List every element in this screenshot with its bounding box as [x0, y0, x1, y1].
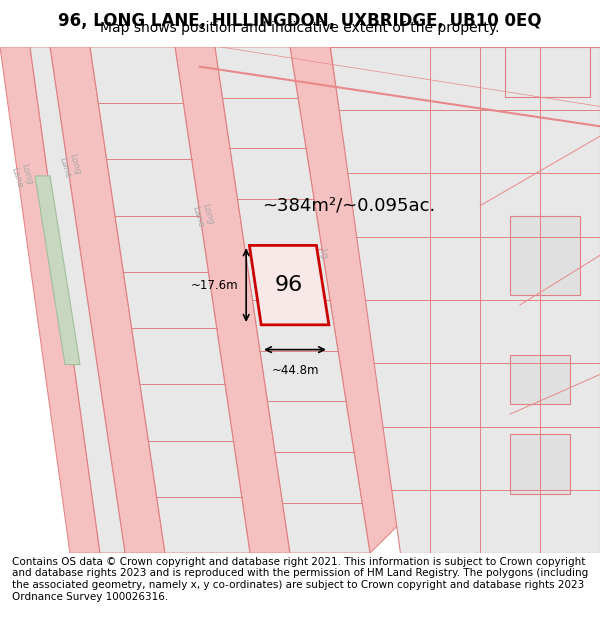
Polygon shape — [35, 176, 80, 364]
Text: ~44.8m: ~44.8m — [271, 364, 319, 376]
Polygon shape — [250, 246, 329, 325]
Text: ~17.6m: ~17.6m — [191, 279, 238, 292]
Polygon shape — [290, 47, 400, 553]
Polygon shape — [505, 47, 590, 96]
Polygon shape — [90, 47, 250, 553]
Text: Long
Lane: Long Lane — [10, 162, 34, 189]
Polygon shape — [510, 354, 570, 404]
Polygon shape — [30, 47, 125, 553]
Polygon shape — [510, 216, 580, 295]
Polygon shape — [175, 47, 290, 553]
Polygon shape — [510, 434, 570, 494]
Text: 96, LONG LANE, HILLINGDON, UXBRIDGE, UB10 0EQ: 96, LONG LANE, HILLINGDON, UXBRIDGE, UB1… — [58, 12, 542, 30]
Text: Map shows position and indicative extent of the property.: Map shows position and indicative extent… — [100, 21, 500, 35]
Text: Lg
Lane: Lg Lane — [305, 242, 331, 269]
Text: ~384m²/~0.095ac.: ~384m²/~0.095ac. — [262, 197, 436, 215]
Polygon shape — [215, 47, 370, 553]
Polygon shape — [330, 47, 600, 553]
Polygon shape — [50, 47, 165, 553]
Text: Contains OS data © Crown copyright and database right 2021. This information is : Contains OS data © Crown copyright and d… — [12, 557, 588, 601]
Text: 96: 96 — [275, 275, 303, 295]
Polygon shape — [0, 47, 100, 553]
Text: Long
Lane: Long Lane — [191, 202, 215, 229]
Text: Long
Lane: Long Lane — [58, 152, 82, 179]
